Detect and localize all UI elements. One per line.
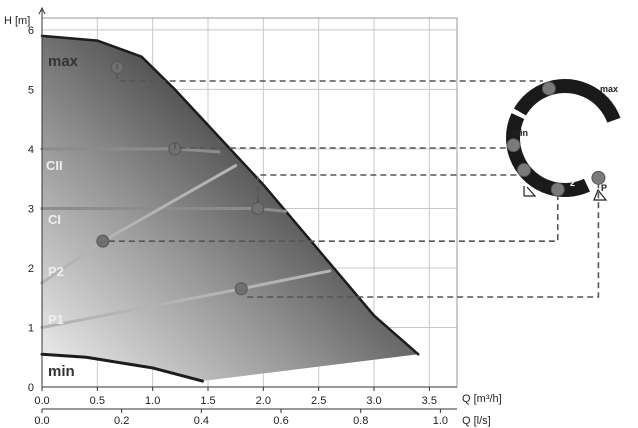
point-ci: [251, 201, 265, 215]
y-axis-label: H [m]: [4, 15, 30, 27]
x2-tick-label: 0.0: [34, 415, 49, 427]
leader-cii: [174, 142, 508, 149]
points: [96, 60, 265, 296]
leader-p1: [247, 183, 600, 298]
min-curve-label: min: [48, 363, 75, 380]
x-axis-label-bottom: Q [l/s]: [462, 415, 491, 427]
point-p2: [96, 234, 110, 248]
dial-point-max: [541, 81, 556, 96]
y-tick-label: 5: [28, 84, 34, 96]
dial-seg-c-label: C: [536, 182, 543, 192]
dial-point-p2: [550, 182, 565, 197]
y-axis-arrow: [38, 6, 46, 15]
y-tick-label: 0: [28, 382, 34, 394]
x-tick-label: 2.0: [256, 395, 271, 407]
axes: 0 1 2 3 4 5 6 0.0 0.5 1.0 1.5 2.0 2.5 3.0 3.5 0.0 0.2 0.4…: [28, 6, 457, 427]
dial-seg-ii-label: II: [523, 146, 528, 156]
x-tick-label: 3.0: [366, 395, 381, 407]
min-curve: [40, 352, 204, 383]
y-tick-label: 6: [28, 25, 34, 37]
x-tick-label: 1.5: [200, 395, 215, 407]
y-tick-label: 2: [28, 263, 34, 275]
dial-min-label: min: [512, 128, 528, 138]
dial-gap: [511, 108, 527, 120]
x-axis-label-top: Q [m³/h]: [462, 393, 502, 405]
x2-tick-label: 1.0: [433, 415, 448, 427]
dial-p-icon: [593, 188, 608, 201]
ci-curve-label: CI: [48, 212, 61, 227]
x-tick-label: 1.0: [145, 395, 160, 407]
dial-gap: [607, 122, 624, 132]
point-p1: [234, 282, 248, 296]
dial-seg-i-label: I: [538, 164, 541, 174]
dial-c-icon: [523, 186, 537, 197]
x-tick-label: 0.0: [34, 395, 49, 407]
y-tick-label: 1: [28, 322, 34, 334]
x-tick-label: 2.5: [311, 395, 326, 407]
dial-max-label: max: [600, 84, 618, 94]
dial-seg-p-label: P: [601, 183, 607, 193]
x2-tick-label: 0.2: [114, 415, 129, 427]
y-tick-label: 3: [28, 203, 34, 215]
leader-ci: [257, 174, 519, 203]
x2-tick-label: 0.8: [353, 415, 368, 427]
x2-tick-label: 0.4: [194, 415, 209, 427]
dial-point-ci: [517, 163, 532, 178]
x2-tick-label: 0.6: [273, 415, 288, 427]
p2-curve-label: P2: [48, 264, 64, 279]
dial-point-p1: [591, 170, 606, 185]
control-dial: [506, 79, 624, 201]
p1-curve-label: P1: [48, 312, 64, 327]
y-tick-label: 4: [28, 144, 34, 156]
max-curve-label: max: [48, 53, 79, 70]
leader-max: [116, 63, 543, 82]
dial-gap: [583, 176, 595, 192]
dial-seg-2-label: 2: [570, 178, 575, 188]
cii-curve-label: CII: [46, 158, 63, 173]
x-tick-label: 0.5: [90, 395, 105, 407]
dial-gap: [601, 160, 617, 173]
x-tick-label: 3.5: [422, 395, 437, 407]
max-curve: [40, 34, 420, 356]
dial-point-cii: [506, 138, 521, 153]
leader-lines: [108, 63, 600, 298]
